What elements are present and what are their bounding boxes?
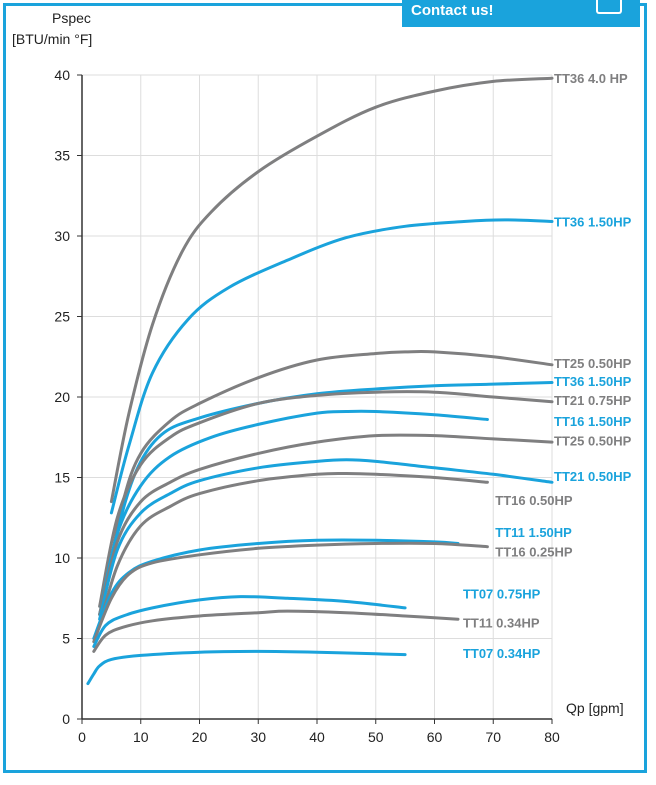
x-tick-label: 0: [78, 729, 86, 745]
axes: [77, 74, 553, 724]
series-line-tt36-1-50hp-1: [109, 218, 554, 515]
series-line-tt25-0-50hp-2: [104, 349, 554, 592]
y-tick-label: 25: [54, 309, 70, 325]
series-label-tt16-1-50hp-5: TT16 1.50HP: [554, 414, 632, 429]
series-line-tt36-4-0-hp-0: [109, 76, 554, 504]
series-label-tt36-1-50hp-3: TT36 1.50HP: [554, 374, 632, 389]
series-label-tt07-0-75hp-11: TT07 0.75HP: [463, 586, 541, 601]
series-line-tt07-0-34hp-13: [86, 649, 407, 686]
series-label-tt25-0-50hp-2: TT25 0.50HP: [554, 356, 632, 371]
y-axis-title-line1: Pspec: [52, 10, 91, 26]
series-label-tt07-0-34hp-13: TT07 0.34HP: [463, 646, 541, 661]
series-line-tt16-0-50hp-8: [98, 471, 489, 628]
chart-frame: [3, 3, 647, 773]
series-line-tt21-0-75hp-4: [98, 390, 554, 608]
y-tick-label: 5: [62, 631, 70, 647]
series-line-tt11-0-34hp-12: [92, 609, 460, 653]
series-line-tt25-0-50hp-6: [98, 433, 554, 616]
y-tick-label: 35: [54, 148, 70, 164]
x-tick-label: 50: [368, 729, 384, 745]
x-tick-label: 70: [485, 729, 501, 745]
x-tick-label: 40: [309, 729, 325, 745]
x-tick-label: 10: [133, 729, 149, 745]
y-tick-label: 15: [54, 470, 70, 486]
y-tick-label: 0: [62, 711, 70, 727]
series-line-tt21-0-50hp-7: [98, 458, 554, 621]
x-axis-title: Qp [gpm]: [566, 700, 624, 716]
series-line-tt07-0-75hp-11: [92, 595, 407, 648]
x-tick-label: 30: [250, 729, 266, 745]
y-tick-label: 40: [54, 67, 70, 83]
series-label-tt21-0-75hp-4: TT21 0.75HP: [554, 393, 632, 408]
contact-icon: [596, 0, 622, 14]
x-tick-label: 60: [427, 729, 443, 745]
y-tick-label: 10: [54, 550, 70, 566]
series-line-tt16-1-50hp-5: [98, 409, 489, 616]
series-label-tt36-1-50hp-1: TT36 1.50HP: [554, 215, 632, 230]
series-line-tt11-1-50hp-9: [92, 538, 460, 640]
y-tick-label: 20: [54, 389, 70, 405]
x-tick-label: 20: [192, 729, 208, 745]
series-label-tt25-0-50hp-6: TT25 0.50HP: [554, 433, 632, 448]
series-labels: TT36 4.0 HP TT36 1.50HP TT25 0.50HP TT36 1.…: [463, 71, 632, 661]
y-tick-label: 30: [54, 228, 70, 244]
series-line-tt16-0-25hp-10: [92, 541, 489, 644]
tick-labels: 0 10 20 30 40 50 60 70 80 0 5 10 15 20 25 30 35 40: [54, 67, 560, 745]
series-label-tt11-1-50hp-9: TT11 1.50HP: [495, 525, 572, 540]
series-label-tt36-4-0-hp-0: TT36 4.0 HP: [554, 71, 628, 86]
x-tick-label: 80: [544, 729, 560, 745]
series-label-tt11-0-34hp-12: TT11 0.34HP: [463, 615, 540, 630]
contact-us-label: Contact us!: [411, 2, 494, 19]
series-label-tt21-0-50hp-7: TT21 0.50HP: [554, 469, 632, 484]
series-label-tt16-0-50hp-8: TT16 0.50HP: [495, 493, 573, 508]
series-lines: [86, 76, 554, 686]
y-axis-title-line2: [BTU/min °F]: [12, 31, 92, 47]
series-label-tt16-0-25hp-10: TT16 0.25HP: [495, 545, 573, 560]
contact-us-button[interactable]: Contact us!: [402, 0, 640, 27]
